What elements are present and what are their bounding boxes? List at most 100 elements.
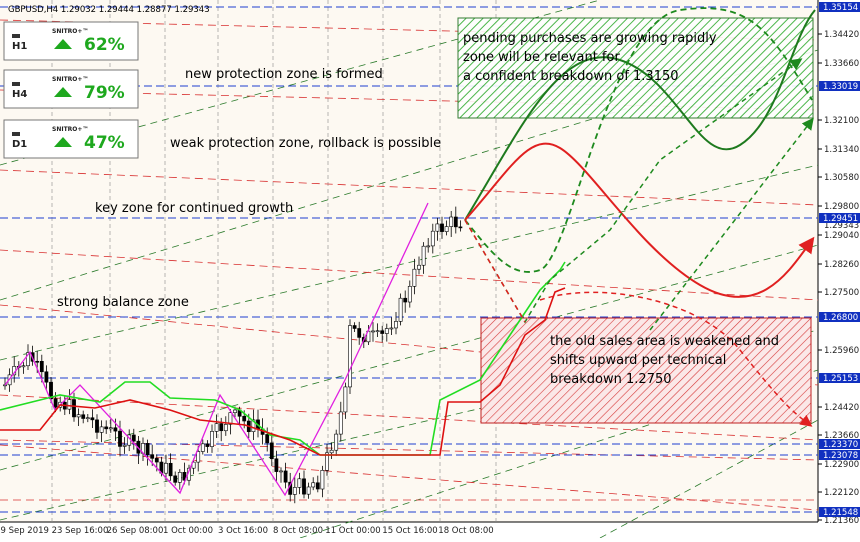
candle (315, 482, 320, 490)
up-arrow (54, 39, 72, 49)
price-tick: 1.21360 (824, 516, 859, 526)
candle (394, 321, 398, 329)
candle (173, 475, 178, 483)
level-badge (819, 439, 860, 449)
candle (329, 449, 334, 454)
candle (210, 431, 214, 447)
candle (35, 360, 40, 363)
candle (219, 423, 224, 432)
zone-text: a confident breakdown of 1.3150 (463, 69, 679, 84)
candle (95, 419, 99, 433)
resistance-line (0, 169, 819, 206)
candle (421, 245, 426, 266)
bull-alt (464, 7, 813, 273)
panel-icon (12, 34, 20, 38)
panel (3, 21, 139, 61)
level-label: 1.23370 (823, 440, 858, 450)
price-tick: 1.29800 (824, 202, 859, 212)
zone-text: zone will be relevant for (463, 50, 620, 65)
channel-line (299, 369, 819, 539)
resistance-line (0, 249, 819, 301)
candle (279, 470, 283, 473)
candle (292, 487, 297, 495)
annotation: strong balance zone (57, 295, 189, 310)
resistance-line (0, 304, 819, 386)
price-tick: 1.34420 (824, 30, 859, 40)
zigzag (4, 202, 429, 497)
panel-brand: SNITRO+™ (52, 28, 88, 35)
time-label: 19 Sep 2019 (0, 526, 49, 536)
price-tick: 1.22120 (824, 488, 859, 498)
level-label: 1.29451 (823, 214, 858, 224)
channel-line (599, 419, 819, 539)
candle (440, 223, 444, 232)
candle (122, 444, 127, 447)
candle (72, 399, 76, 418)
candle (283, 470, 288, 483)
candle (343, 386, 348, 413)
candle (113, 427, 118, 432)
candle (430, 230, 435, 247)
panel-brand: SNITRO+™ (52, 126, 88, 133)
candle (338, 411, 343, 435)
level-badge (819, 312, 860, 322)
candle (233, 409, 237, 413)
panel-timeframe: D1 (12, 139, 27, 150)
panel-timeframe: H4 (12, 89, 27, 100)
price-tick: 1.28260 (824, 260, 859, 270)
candle (81, 414, 86, 419)
candle (380, 330, 385, 334)
candle (200, 443, 205, 452)
candle (164, 462, 168, 474)
level-badge (819, 450, 860, 460)
price-tick: 1.32100 (824, 116, 859, 126)
up-arrow (54, 137, 72, 147)
candle (26, 352, 30, 367)
level-label: 1.21548 (823, 508, 858, 518)
candle (449, 216, 454, 227)
candle (444, 226, 449, 232)
time-label: 15 Oct 16:00 (382, 526, 437, 536)
level-label: 1.35154 (823, 3, 858, 13)
candle (21, 365, 26, 368)
candle (417, 264, 421, 270)
panel-icon (12, 132, 20, 136)
candle (214, 423, 219, 432)
channel-line (0, 244, 819, 471)
panel-brand: SNITRO+™ (52, 76, 88, 83)
candle (458, 226, 463, 229)
candle (228, 412, 233, 425)
candle (352, 325, 357, 329)
annotation: weak protection zone, rollback is possib… (170, 136, 441, 151)
panel-timeframe: H1 (12, 41, 27, 52)
annotation: new protection zone is formed (185, 67, 383, 82)
channel-line (0, 164, 819, 361)
channel-line (0, 0, 602, 166)
price-tick: 1.27500 (824, 288, 859, 298)
time-label: 26 Sep 08:00 (107, 526, 164, 536)
forecast (464, 7, 816, 427)
candle (371, 330, 375, 333)
candle (39, 361, 44, 373)
candle (76, 414, 81, 418)
panel (3, 69, 139, 109)
time-label: 18 Oct 08:00 (438, 526, 493, 536)
candle (435, 223, 440, 232)
bear-dash (464, 219, 526, 323)
level-label: 1.26800 (823, 313, 858, 323)
level-label: 1.33019 (823, 82, 858, 92)
candle (302, 478, 306, 495)
candle (67, 399, 72, 410)
price-tick: 1.25960 (824, 346, 859, 356)
slow-line (0, 287, 566, 456)
level-badge (819, 507, 860, 517)
panel (3, 119, 139, 159)
candle (242, 415, 247, 422)
candle (85, 417, 90, 420)
candle (334, 433, 339, 451)
candle (154, 458, 159, 463)
level-badge (819, 81, 860, 91)
candle (90, 417, 95, 421)
candle (269, 442, 274, 460)
